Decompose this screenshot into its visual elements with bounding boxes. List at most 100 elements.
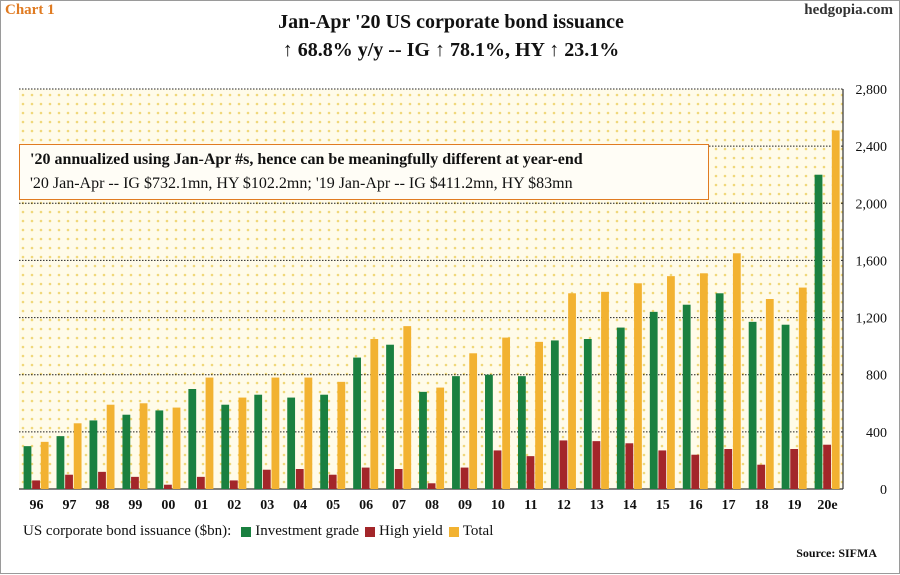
bar-ig <box>583 339 592 489</box>
bar-total <box>732 253 741 489</box>
bar-ig <box>485 374 493 489</box>
bar-total <box>601 291 609 489</box>
bar-hy <box>559 440 568 489</box>
bar-total <box>535 341 543 489</box>
bar-hy <box>691 454 700 489</box>
bar-ig <box>616 327 625 489</box>
bar-hy <box>526 456 535 489</box>
x-tick-label: 04 <box>293 498 307 513</box>
bar-hy <box>295 469 304 489</box>
x-tick-label: 03 <box>260 498 274 513</box>
y-tick-label: 2,400 <box>856 140 888 155</box>
bar-ig <box>781 324 790 489</box>
bar-hy <box>229 480 238 489</box>
bar-total <box>831 130 840 489</box>
bar-hy <box>427 483 436 489</box>
bar-hy <box>32 480 40 489</box>
legend-title: US corporate bond issuance ($bn): <box>23 523 232 539</box>
bar-ig <box>155 410 164 489</box>
x-tick-label: 01 <box>194 498 208 513</box>
x-tick-label: 15 <box>656 498 670 513</box>
legend-swatch-ig <box>241 526 252 537</box>
legend: US corporate bond issuance ($bn): Invest… <box>23 523 493 540</box>
x-tick-label: 20e <box>817 498 837 513</box>
bar-total <box>205 377 214 489</box>
bar-total <box>337 381 346 489</box>
bar-total <box>436 387 445 489</box>
y-tick-label: 2,000 <box>856 197 888 212</box>
bar-total <box>106 404 115 489</box>
x-tick-label: 19 <box>788 498 802 513</box>
x-tick-label: 97 <box>62 498 76 513</box>
bar-total <box>403 326 412 489</box>
annotation-box: '20 annualized using Jan-Apr #s, hence c… <box>19 144 709 200</box>
x-tick-label: 09 <box>458 498 472 513</box>
bar-total <box>699 273 708 489</box>
legend-label-total: Total <box>462 523 494 539</box>
bar-total <box>634 283 642 489</box>
x-tick-label: 07 <box>392 498 406 513</box>
x-tick-label: 98 <box>95 498 109 513</box>
bar-total <box>370 339 379 489</box>
x-tick-label: 05 <box>326 498 340 513</box>
bar-ig <box>517 376 526 489</box>
x-tick-label: 11 <box>524 498 537 513</box>
bar-ig <box>682 304 691 489</box>
x-tick-label: 08 <box>425 498 439 513</box>
x-tick-label: 18 <box>755 498 769 513</box>
bar-ig <box>23 446 32 489</box>
bar-total <box>73 423 82 489</box>
bar-ig <box>122 414 131 489</box>
bar-ig <box>419 391 427 489</box>
x-tick-label: 06 <box>359 498 373 513</box>
annotation-line-2: '20 Jan-Apr -- IG $732.1mn, HY $102.2mn;… <box>30 175 573 192</box>
x-tick-label: 12 <box>557 498 571 513</box>
bar-ig <box>89 420 98 489</box>
x-tick-label: 13 <box>590 498 604 513</box>
bar-total <box>40 441 49 489</box>
bar-total <box>667 276 675 489</box>
chart-subtitle: ↑ 68.8% y/y -- IG ↑ 78.1%, HY ↑ 23.1% <box>282 39 620 61</box>
bar-total <box>172 407 181 489</box>
bar-hy <box>625 443 634 489</box>
bar-ig <box>287 397 296 489</box>
bar-ig <box>814 174 823 489</box>
bar-hy <box>757 464 766 489</box>
bar-ig <box>254 394 263 489</box>
x-tick-label: 10 <box>491 498 505 513</box>
bar-total <box>304 377 313 489</box>
legend-label-ig: Investment grade <box>255 523 359 539</box>
bar-hy <box>460 467 469 489</box>
x-tick-label: 02 <box>227 498 241 513</box>
y-tick-label: 2,800 <box>856 83 888 98</box>
x-tick-label: 96 <box>29 498 43 513</box>
bar-ig <box>386 344 394 489</box>
legend-label-hy: High yield <box>379 523 443 539</box>
bar-ig <box>188 389 197 489</box>
bar-hy <box>592 441 601 489</box>
y-tick-label: 400 <box>866 426 887 441</box>
y-tick-label: 1,200 <box>856 312 888 327</box>
bar-total <box>765 299 774 489</box>
bar-hy <box>164 484 172 489</box>
bar-hy <box>98 471 106 489</box>
y-tick-label: 0 <box>880 483 887 498</box>
x-tick-label: 17 <box>722 498 736 513</box>
bar-ig <box>748 321 757 489</box>
x-tick-label: 00 <box>161 498 175 513</box>
bar-hy <box>65 474 73 489</box>
bar-ig <box>649 311 658 489</box>
bar-hy <box>493 450 502 489</box>
bar-total <box>798 287 807 489</box>
bar-total <box>271 377 280 489</box>
y-tick-label: 1,600 <box>856 254 888 269</box>
x-tick-label: 14 <box>623 498 637 513</box>
bar-hy <box>196 476 205 489</box>
x-tick-label: 99 <box>128 498 142 513</box>
bar-ig <box>452 376 460 489</box>
bar-hy <box>823 444 832 489</box>
bar-hy <box>131 476 139 489</box>
chart-title: Jan-Apr '20 US corporate bond issuance <box>278 11 624 33</box>
bar-ig <box>715 293 724 489</box>
